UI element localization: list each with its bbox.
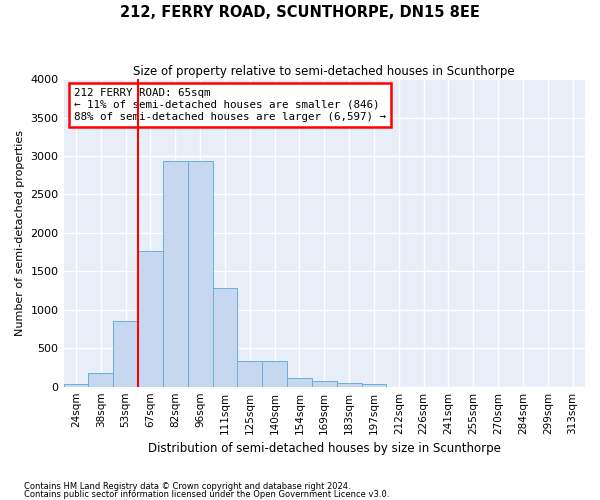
Title: Size of property relative to semi-detached houses in Scunthorpe: Size of property relative to semi-detach… (133, 65, 515, 78)
Bar (138, 252, 163, 386)
Bar (113, 322, 138, 386)
Bar (238, 362, 262, 386)
Text: 212 FERRY ROAD: 65sqm
← 11% of semi-detached houses are smaller (846)
88% of sem: 212 FERRY ROAD: 65sqm ← 11% of semi-deta… (74, 88, 386, 122)
Text: 212, FERRY ROAD, SCUNTHORPE, DN15 8EE: 212, FERRY ROAD, SCUNTHORPE, DN15 8EE (120, 5, 480, 20)
Bar (312, 382, 337, 386)
Bar (262, 362, 287, 386)
Bar (88, 373, 113, 386)
Bar (64, 384, 88, 386)
Text: Contains HM Land Registry data © Crown copyright and database right 2024.: Contains HM Land Registry data © Crown c… (24, 482, 350, 491)
Bar (163, 160, 188, 386)
Bar (337, 383, 362, 386)
Bar (362, 384, 386, 386)
Bar (188, 160, 212, 386)
Y-axis label: Number of semi-detached properties: Number of semi-detached properties (15, 130, 25, 336)
Text: Contains public sector information licensed under the Open Government Licence v3: Contains public sector information licen… (24, 490, 389, 499)
Bar (212, 288, 238, 386)
X-axis label: Distribution of semi-detached houses by size in Scunthorpe: Distribution of semi-detached houses by … (148, 442, 501, 455)
Bar (287, 378, 312, 386)
